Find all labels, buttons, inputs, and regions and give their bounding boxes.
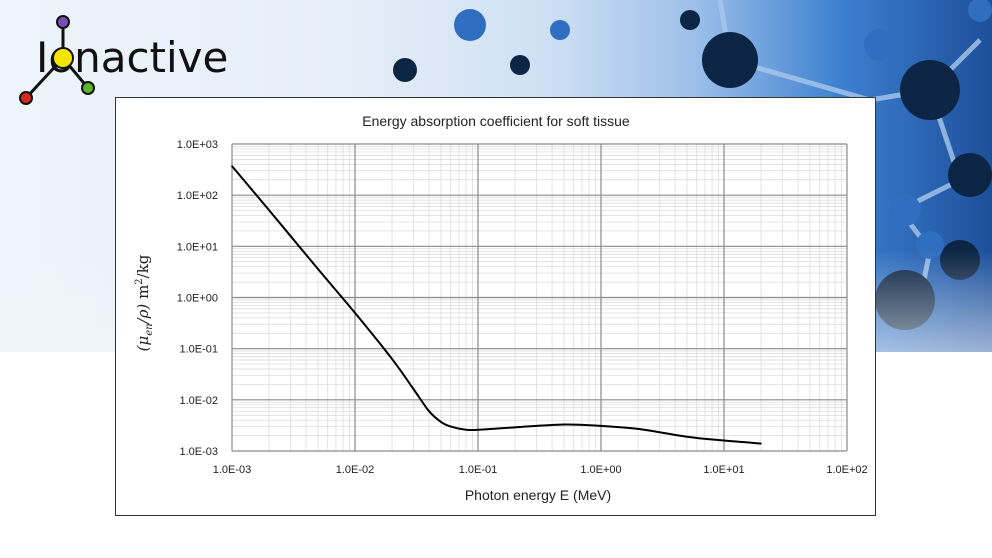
logo-dot-green (81, 81, 95, 95)
grid (231, 143, 848, 452)
data-point (391, 358, 393, 360)
x-tick-label: 1.0E+00 (580, 464, 621, 476)
data-point (268, 209, 270, 211)
y-tick-label: 1.0E-02 (179, 395, 218, 407)
x-tick-label: 1.0E-02 (336, 464, 375, 476)
logo-dot-red (19, 91, 33, 105)
x-axis-label: Photon energy E (MeV) (465, 487, 611, 503)
data-point (317, 268, 319, 270)
y-tick-label: 1.0E+02 (177, 190, 218, 202)
chart-panel: Energy absorption coefficient for soft t… (115, 97, 876, 516)
y-tick-label: 1.0E+01 (177, 241, 218, 253)
data-point (760, 442, 762, 445)
y-tick-label: 1.0E+03 (177, 139, 218, 151)
data-point (686, 435, 688, 438)
line-chart: Energy absorption coefficient for soft t… (134, 113, 868, 503)
data-point (563, 423, 565, 426)
data-point (477, 428, 479, 431)
data-point (412, 388, 415, 391)
data-point (465, 428, 467, 431)
x-tick-label: 1.0E-01 (459, 464, 498, 476)
logo-dot-purple (56, 15, 70, 29)
x-tick-label: 1.0E+01 (703, 464, 744, 476)
data-point (354, 312, 356, 314)
data-point (440, 421, 442, 423)
y-tick-label: 1.0E-03 (179, 446, 218, 458)
x-tick-label: 1.0E-03 (213, 464, 252, 476)
y-tick-label: 1.0E+00 (177, 293, 218, 305)
y-axis-ticks: 1.0E+03 1.0E+02 1.0E+01 1.0E+00 1.0E-01 1.0E-… (177, 139, 218, 458)
data-point (428, 410, 430, 412)
ionactive-logo: Ionactive (19, 15, 228, 105)
data-point (449, 425, 452, 428)
x-tick-label: 1.0E+02 (826, 464, 867, 476)
data-point (600, 425, 602, 427)
y-tick-label: 1.0E-01 (179, 344, 218, 356)
data-points (231, 165, 762, 445)
data-point (637, 428, 639, 430)
chart-title: Energy absorption coefficient for soft t… (362, 113, 630, 129)
series-line (231, 165, 762, 445)
y-axis-label: (μen/ρ) m2/kg (134, 254, 155, 351)
logo-dot-yellow (52, 47, 74, 69)
data-point (723, 439, 725, 442)
x-axis-ticks: 1.0E-03 1.0E-02 1.0E-01 1.0E+00 1.0E+01 1.0E+… (213, 464, 868, 476)
data-point (231, 165, 233, 167)
data-point (514, 426, 516, 429)
